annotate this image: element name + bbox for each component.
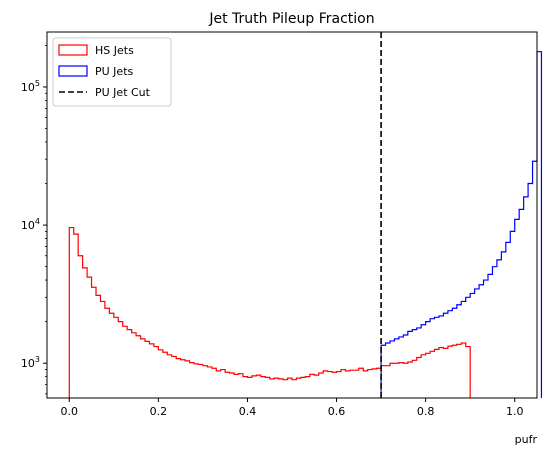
legend: HS Jets PU Jets PU Jet Cut <box>52 37 172 107</box>
series-hs-jets-histogram <box>68 226 471 398</box>
legend-swatch-hs-jets <box>58 44 88 56</box>
x-axis: 0.0 0.2 0.4 0.6 0.8 1.0 <box>61 398 524 418</box>
x-tick-label: 0.8 <box>417 405 435 418</box>
legend-label-pu-jets: PU Jets <box>95 65 134 78</box>
legend-label-hs-jets: HS Jets <box>95 44 134 57</box>
legend-swatch-pu-jets <box>58 65 88 77</box>
y-tick-label: 105 <box>21 79 40 94</box>
y-tick-label: 104 <box>21 217 40 232</box>
series-pu-jets-histogram <box>380 51 543 398</box>
chart-title: Jet Truth Pileup Fraction <box>208 11 374 27</box>
y-axis: 103 104 105 <box>21 44 47 395</box>
plot-frame <box>46 31 538 399</box>
x-tick-label: 1.0 <box>506 405 524 418</box>
x-axis-label: pufr <box>515 433 538 446</box>
legend-label-pu-jet-cut: PU Jet Cut <box>95 86 151 99</box>
x-tick-label: 0.6 <box>328 405 346 418</box>
plot-area <box>68 32 543 398</box>
x-tick-label: 0.0 <box>61 405 79 418</box>
x-tick-label: 0.2 <box>150 405 168 418</box>
x-tick-label: 0.4 <box>239 405 257 418</box>
y-tick-label: 103 <box>21 355 40 370</box>
